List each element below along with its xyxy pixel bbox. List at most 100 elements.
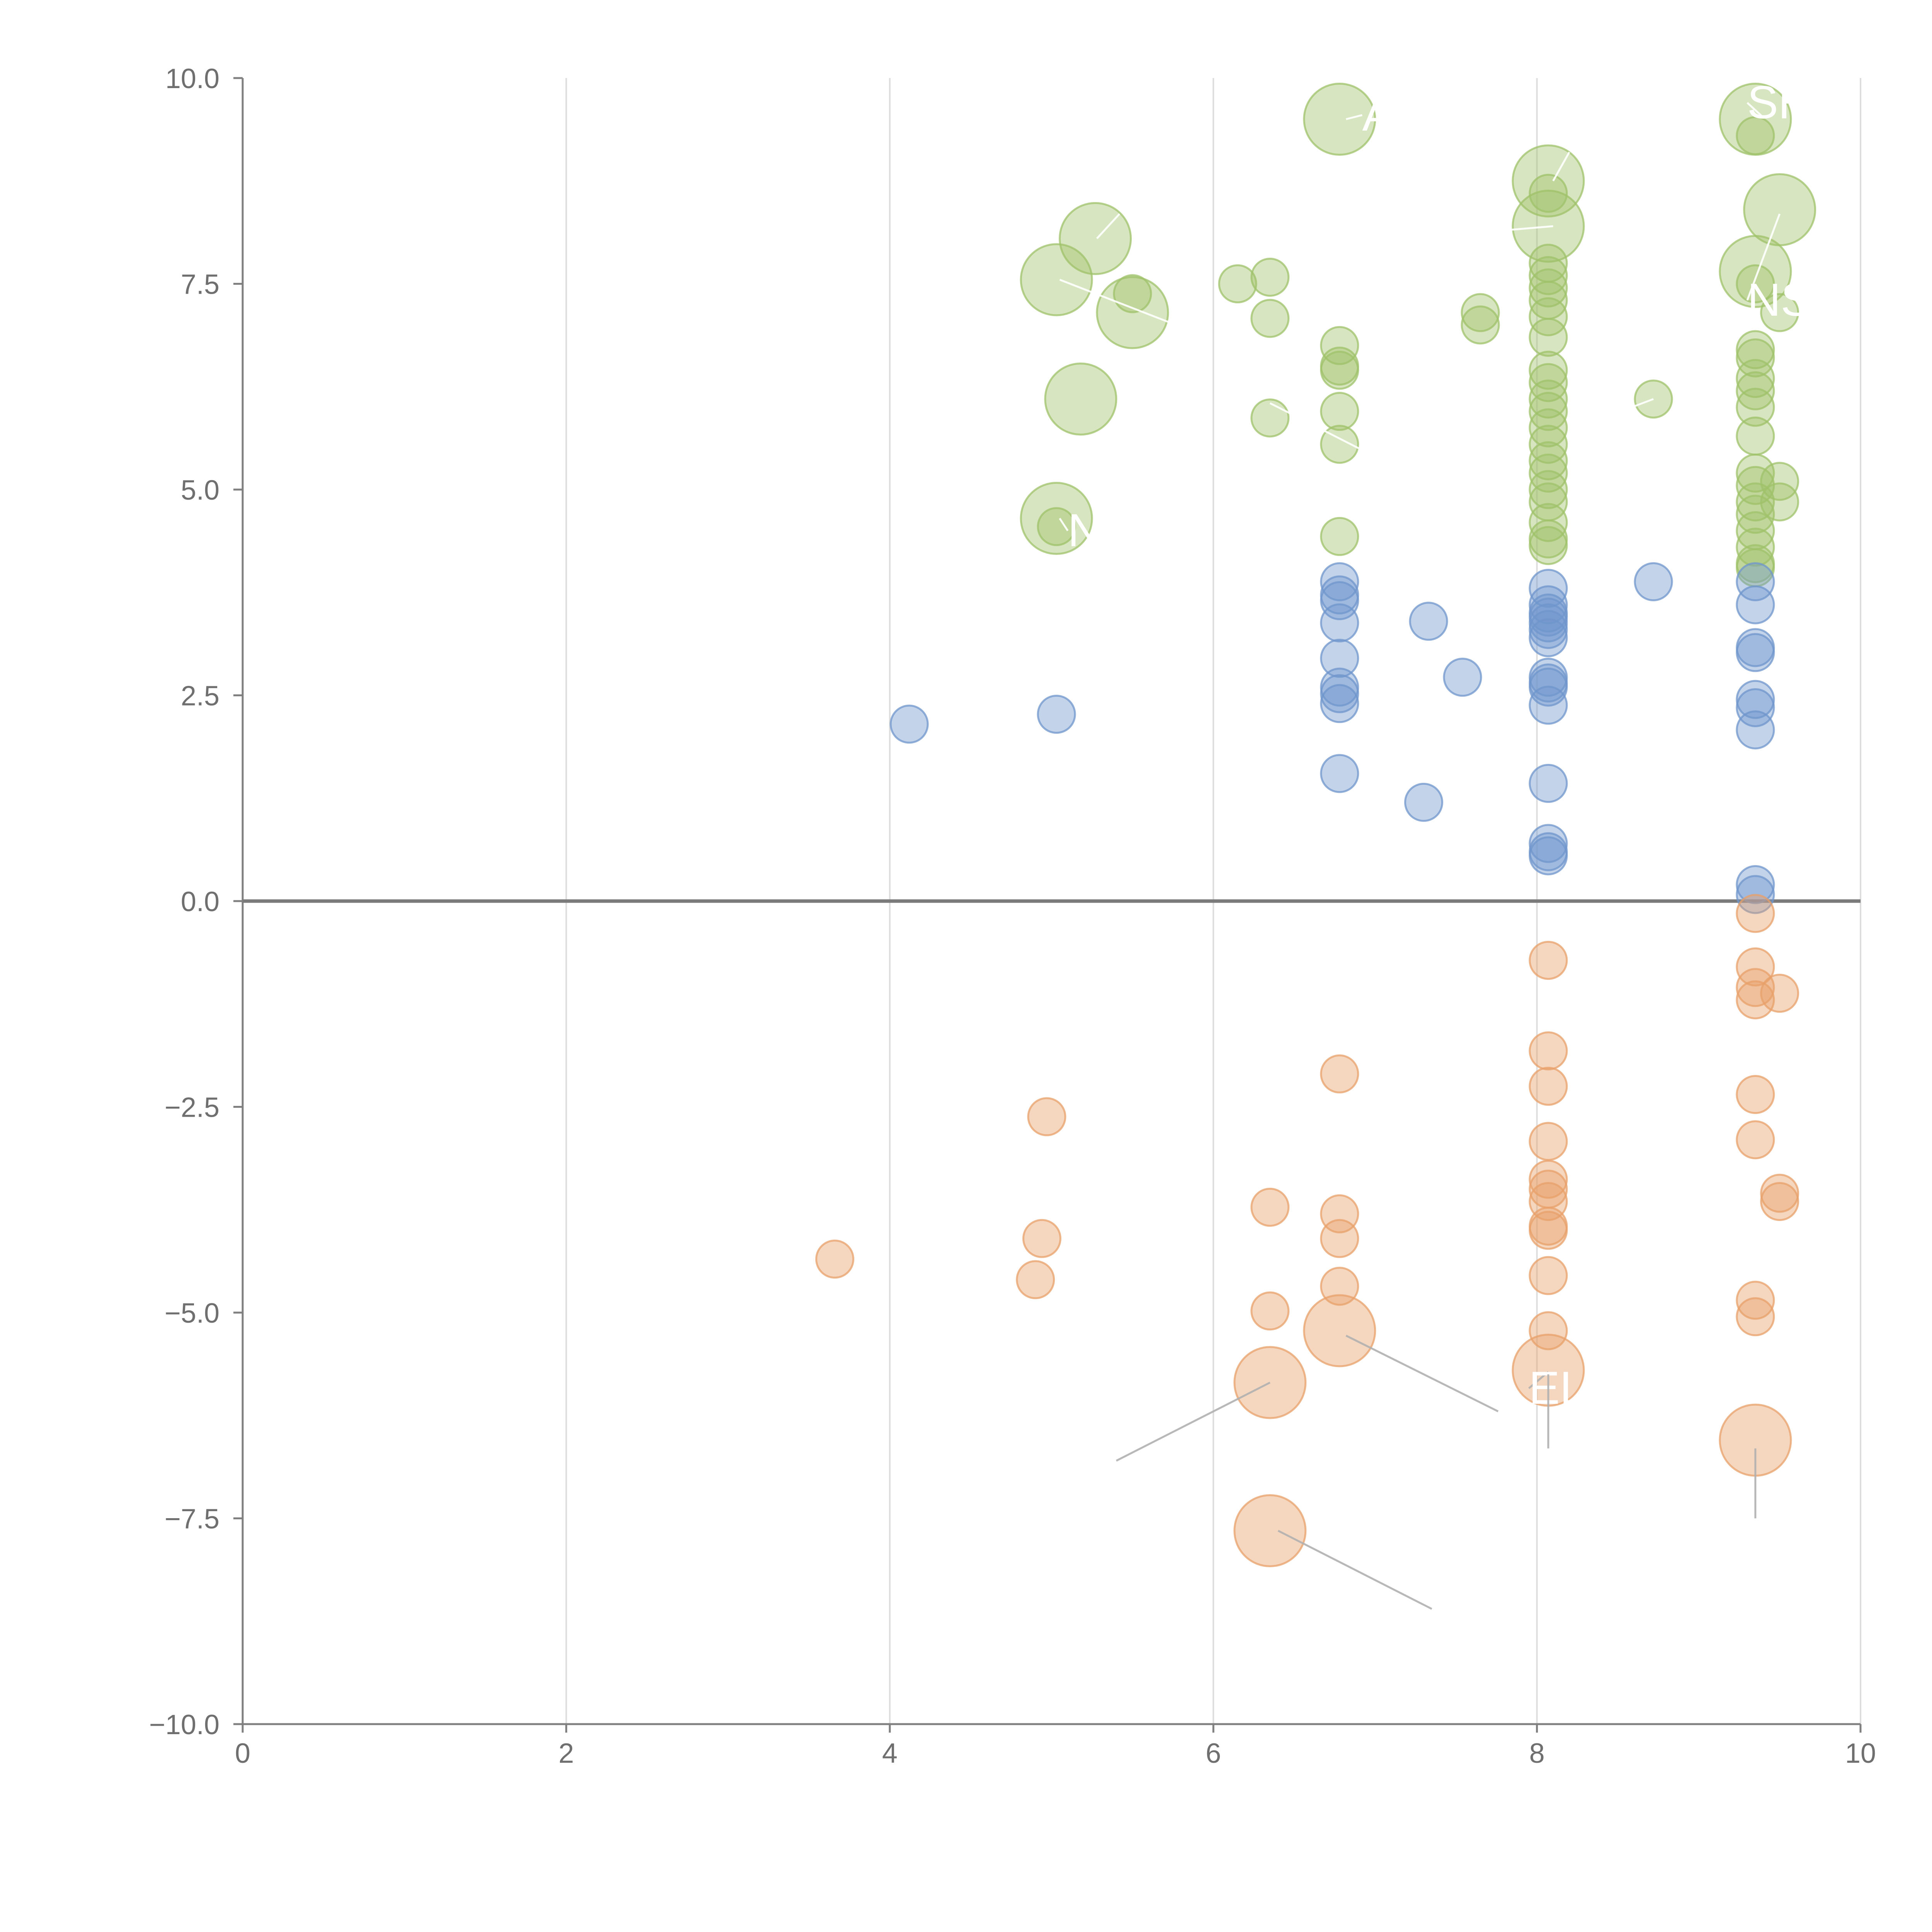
annotations: A SHI NS. O N EL	[1059, 77, 1825, 1610]
y-tick-label: −5.0	[165, 1298, 219, 1329]
annotation-leader	[1277, 1530, 1432, 1610]
bubble-point	[1303, 83, 1376, 156]
annotation-leader	[1504, 225, 1553, 231]
annotation-leader	[1096, 213, 1121, 240]
bubble-point	[1320, 603, 1359, 643]
bubble-point	[1022, 1219, 1061, 1258]
bubble-point	[1736, 1297, 1775, 1337]
bubble-point	[1320, 392, 1359, 431]
bubble-point	[1037, 694, 1076, 734]
bubble-point	[1529, 1211, 1568, 1250]
bubble-point	[1529, 1256, 1568, 1295]
x-tick-label: 10	[1845, 1738, 1876, 1769]
bubble-point	[1529, 1160, 1568, 1199]
bubble-point	[1736, 894, 1775, 933]
bubble-point	[1529, 1122, 1568, 1161]
bubble-point	[1529, 297, 1568, 337]
annotation-leader	[1116, 1381, 1270, 1462]
annotation-label: O	[1577, 401, 1613, 453]
x-tick-label: 8	[1529, 1738, 1545, 1769]
bubble-point	[1743, 173, 1816, 247]
bubble-point	[1529, 1031, 1568, 1071]
bubble-point	[1529, 824, 1568, 863]
bubble-point	[1303, 1294, 1376, 1367]
bubble-point	[1529, 1066, 1568, 1106]
annotation-leader	[1345, 114, 1363, 120]
bubble-point	[1529, 685, 1568, 725]
bubble-point	[1250, 398, 1290, 438]
bubble-point	[1529, 268, 1568, 308]
bubble-point	[1320, 517, 1359, 556]
x-tick-label: 4	[882, 1738, 898, 1769]
bubble-point	[1736, 371, 1775, 410]
annotation-label: EL	[1529, 1362, 1586, 1414]
bubble-point	[1320, 639, 1359, 678]
bubble-point	[1736, 1075, 1775, 1114]
bubble-point	[1736, 116, 1775, 155]
bubble-point	[1320, 350, 1359, 390]
bubble-point	[1760, 293, 1799, 332]
annotation-leader	[1059, 279, 1198, 334]
bubble-point	[1320, 684, 1359, 723]
bubble-point	[1736, 633, 1775, 672]
bubble-point	[1529, 940, 1568, 980]
bubble-point	[1529, 318, 1568, 357]
bubble-point	[1250, 1291, 1290, 1331]
bubble-point	[1529, 350, 1568, 390]
bubble-point	[1529, 392, 1568, 431]
bubble-point	[1461, 293, 1500, 332]
bubble-point	[1529, 453, 1568, 493]
annotation-leader	[1746, 213, 1781, 301]
bubble-point	[1320, 425, 1359, 464]
bubble-point	[1736, 264, 1775, 303]
bubble-point	[1529, 441, 1568, 480]
annotation-label: A	[1362, 89, 1393, 141]
bubble-point	[1020, 243, 1093, 316]
y-tick-label: 0.0	[181, 886, 219, 917]
bubble-point	[1218, 264, 1257, 303]
bubble-point	[1461, 305, 1500, 345]
bubble-point	[1736, 330, 1775, 369]
bubble-point	[1736, 688, 1775, 727]
bubbles	[815, 83, 1816, 1567]
bubble-point	[1736, 417, 1775, 456]
bubble-point	[1529, 526, 1568, 565]
bubble-point	[1529, 610, 1568, 649]
bubble-point	[1736, 495, 1775, 534]
annotation-leader	[1528, 1371, 1549, 1389]
bubble-point	[1529, 363, 1568, 402]
bubble-point	[1529, 836, 1568, 876]
bubble-point	[1760, 1173, 1799, 1213]
bubble-point	[1736, 527, 1775, 567]
annotation-leader	[1059, 518, 1069, 531]
bubble-point	[1736, 980, 1775, 1020]
bubble-point	[1320, 674, 1359, 713]
x-tick-label: 2	[558, 1738, 574, 1769]
bubble-point	[1736, 865, 1775, 904]
y-tick-label: 10.0	[165, 63, 219, 94]
annotation-label: N	[1068, 505, 1101, 556]
annotation-label: NS.	[1747, 274, 1825, 326]
bubble-point	[1320, 581, 1359, 621]
bubble-point	[1027, 1097, 1066, 1136]
bubble-point	[1529, 379, 1568, 419]
bubble-point	[1736, 562, 1775, 602]
bubble-point	[1320, 1219, 1359, 1258]
bubble-point	[815, 1240, 854, 1279]
bubble-point	[1736, 388, 1775, 427]
bubble-point	[1529, 408, 1568, 447]
bubble-point	[1320, 754, 1359, 793]
y-tick-label: −10.0	[149, 1709, 219, 1740]
y-tick-label: 7.5	[181, 269, 219, 300]
bubble-point	[1233, 1494, 1307, 1567]
bubble-point	[1736, 680, 1775, 719]
bubble-point	[1250, 257, 1290, 297]
bubble-point	[1113, 274, 1152, 313]
bubble-point	[1760, 1182, 1799, 1221]
bubble-point	[1736, 466, 1775, 505]
y-tick-label: −7.5	[165, 1504, 219, 1535]
bubble-point	[889, 704, 929, 744]
bubble-point	[1409, 602, 1448, 641]
annotation-leader	[1747, 102, 1764, 119]
bubble-point	[1736, 710, 1775, 750]
